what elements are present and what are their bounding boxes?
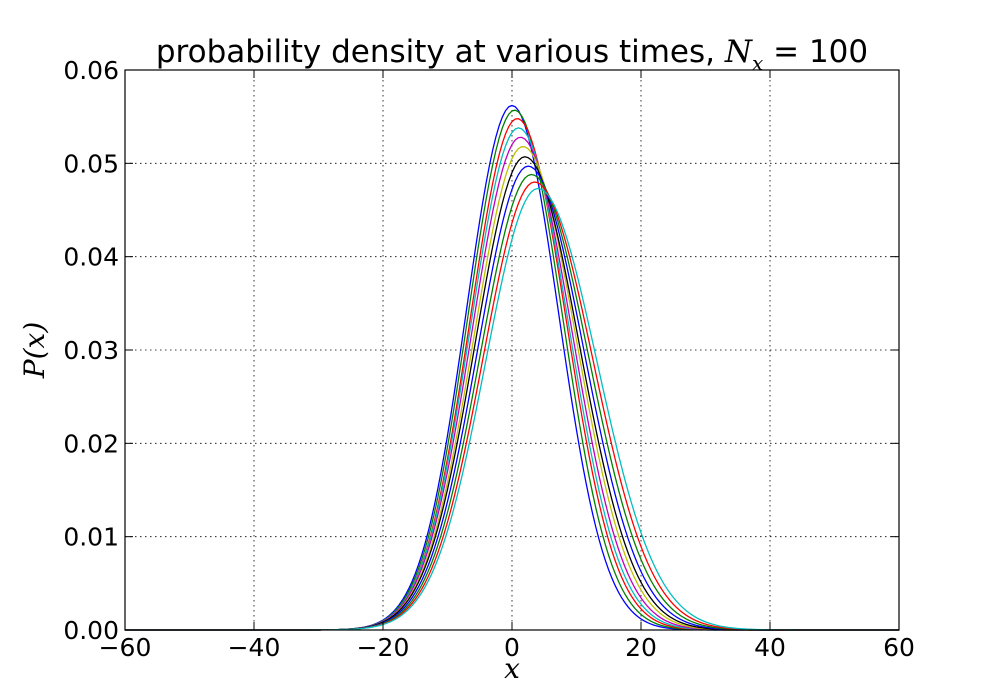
y-tick-label: 0.01 xyxy=(63,523,119,552)
y-tick-label: 0.03 xyxy=(63,336,119,365)
x-tick-label: 60 xyxy=(883,633,915,662)
x-axis-label: x xyxy=(504,652,520,685)
x-tick-labels: −60 −40 −20 0 20 40 60 xyxy=(99,633,915,662)
y-tick-label: 0.02 xyxy=(63,429,119,458)
chart-title-prefix: probability density at various times, xyxy=(156,34,725,70)
x-tick-label: −20 xyxy=(357,633,410,662)
chart-title-math-symbol: N xyxy=(724,34,754,70)
y-tick-label: 0.04 xyxy=(63,243,119,272)
x-tick-label: −40 xyxy=(228,633,281,662)
y-tick-label: 0.05 xyxy=(63,149,119,178)
y-tick-label: 0.06 xyxy=(63,56,119,85)
grid-lines xyxy=(125,70,899,630)
y-tick-label: 0.00 xyxy=(63,616,119,645)
y-tick-labels: 0.00 0.01 0.02 0.03 0.04 0.05 0.06 xyxy=(63,56,119,645)
x-tick-label: 40 xyxy=(754,633,786,662)
chart-title-math-subscript: x xyxy=(752,51,763,75)
chart-title-value: 100 xyxy=(809,34,868,70)
tick-marks xyxy=(124,69,900,631)
x-tick-label: 20 xyxy=(625,633,657,662)
chart-title-math-equals: = xyxy=(763,34,809,70)
chart-title: probability density at various times, Nx… xyxy=(156,34,868,75)
y-axis-label: P(x) xyxy=(18,322,51,379)
x-tick-label: 0 xyxy=(504,633,520,662)
x-tick-label: −60 xyxy=(99,633,152,662)
